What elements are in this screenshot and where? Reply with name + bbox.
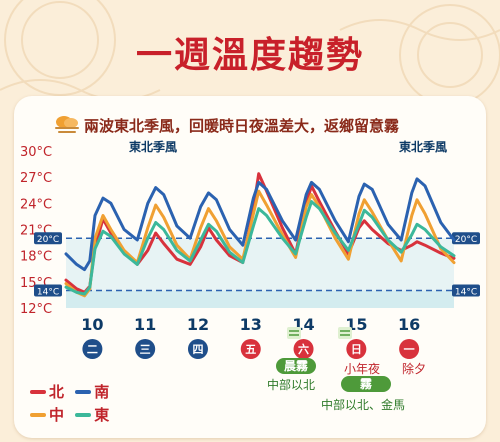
- monsoon-label-1: 東北季風: [129, 140, 178, 154]
- series-line-2: [64, 177, 456, 272]
- fog-pill-1: 晨霧: [276, 358, 316, 374]
- weekday-badge: [293, 339, 314, 359]
- weekday-badge: [346, 339, 367, 359]
- date-label: 12: [187, 315, 209, 334]
- weekday-label: 五: [245, 343, 256, 356]
- fog-icon: [287, 327, 301, 339]
- fog-icon: [338, 327, 352, 339]
- date-label: 10: [81, 315, 103, 334]
- y-tick-label: 24°C: [20, 197, 52, 212]
- date-label: 16: [398, 315, 420, 334]
- fog-note-2: 中部以北、金馬: [321, 398, 406, 412]
- ref-label-right: 14°C: [455, 288, 477, 298]
- date-label: 11: [134, 315, 156, 334]
- ref-label-left: 20°C: [37, 235, 59, 245]
- ref-label-right: 20°C: [455, 235, 477, 245]
- legend-item-north: 北: [30, 382, 64, 402]
- comfort-band: [66, 238, 454, 291]
- weekday-label: 三: [140, 343, 151, 356]
- weekday-badge: [187, 339, 208, 359]
- weekday-badge: [135, 339, 156, 359]
- weekday-badge: [240, 339, 261, 359]
- weekday-badge: [399, 339, 420, 359]
- ref-tag-left: [34, 284, 62, 297]
- weekday-label: 六: [298, 342, 309, 356]
- ref-tag-right: [452, 284, 480, 297]
- weekday-badge: [82, 339, 103, 359]
- weekday-label: 日: [351, 343, 362, 356]
- y-tick-label: 18°C: [20, 250, 52, 265]
- cold-band: [66, 290, 454, 308]
- holiday-label-1: 小年夜: [344, 362, 381, 376]
- weekday-label: 二: [87, 343, 98, 356]
- fog-pill-2: 霧: [341, 376, 391, 392]
- legend-item-central: 中: [30, 405, 64, 425]
- monsoon-label-2: 東北季風: [399, 140, 448, 154]
- date-label: 13: [240, 315, 262, 334]
- y-tick-label: 12°C: [20, 302, 52, 317]
- weekday-label: 四: [192, 343, 203, 356]
- page-title: 一週溫度趨勢: [135, 35, 364, 76]
- legend-item-east: 東: [75, 405, 109, 425]
- weekday-label: 一: [404, 343, 415, 356]
- ref-tag-right: [452, 232, 480, 245]
- y-tick-label: 27°C: [20, 171, 52, 186]
- fog-note-1: 中部以北: [267, 378, 316, 392]
- series-line-3: [64, 200, 456, 296]
- ref-tag-left: [34, 232, 62, 245]
- subtitle: 兩波東北季風，回暖時日夜溫差大，返鄉留意霧: [84, 117, 400, 135]
- ref-label-left: 14°C: [37, 288, 59, 298]
- y-tick-label: 30°C: [20, 145, 52, 160]
- holiday-label-2: 除夕: [402, 362, 427, 376]
- legend: 北 南 中 東: [30, 379, 115, 425]
- fog-cloud-icon: [55, 116, 79, 133]
- legend-item-south: 南: [75, 382, 109, 402]
